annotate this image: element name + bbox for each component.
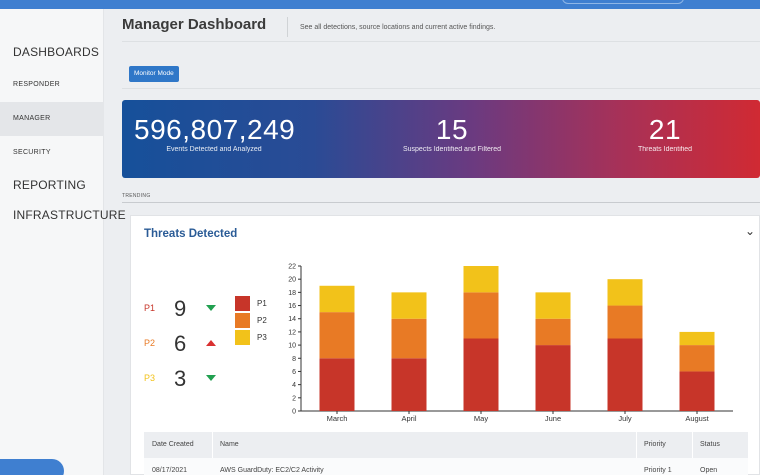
sidebar-item-reporting[interactable]: REPORTING xyxy=(13,178,86,192)
priority-count: 6 xyxy=(174,331,187,356)
x-tick-label: August xyxy=(685,414,709,423)
column-header[interactable]: Date Created xyxy=(152,441,194,448)
y-tick-label: 18 xyxy=(288,290,296,297)
monitor-mode-button[interactable]: Monitor Mode xyxy=(129,66,179,82)
bar-p3-july xyxy=(607,279,643,306)
y-tick-label: 0 xyxy=(292,409,296,416)
stat-threats: 21 Threats Identified xyxy=(590,114,740,153)
x-tick-label: April xyxy=(401,414,416,423)
divider xyxy=(122,202,760,203)
top-search-pill[interactable] xyxy=(562,0,684,4)
y-tick-label: 4 xyxy=(292,382,296,389)
bar-p2-april xyxy=(391,318,427,359)
cell-status: Open xyxy=(700,467,718,474)
main-content: Manager Dashboard See all detections, so… xyxy=(104,9,760,475)
table-row[interactable]: 08/17/2021 AWS GuardDuty: EC2/C2 Activit… xyxy=(144,458,748,475)
column-divider xyxy=(692,432,693,458)
stat-events: 596,807,249 Events Detected and Analyzed xyxy=(134,114,296,153)
bar-p3-april xyxy=(391,292,427,319)
column-header[interactable]: Status xyxy=(700,441,720,448)
y-tick-label: 10 xyxy=(288,343,296,350)
divider xyxy=(122,88,760,89)
bar-p1-april xyxy=(391,358,427,411)
x-tick-label: May xyxy=(474,414,488,423)
page-title: Manager Dashboard xyxy=(122,16,267,33)
priority-label: P3 xyxy=(144,373,156,383)
y-tick-label: 16 xyxy=(288,303,296,310)
column-header[interactable]: Name xyxy=(220,441,239,448)
bar-p1-may xyxy=(463,338,499,411)
cell-date: 08/17/2021 xyxy=(152,467,188,474)
bar-p2-august xyxy=(679,345,715,372)
y-tick-label: 12 xyxy=(288,329,296,336)
sidebar-item-manager[interactable]: MANAGER xyxy=(0,102,104,136)
bar-p3-may xyxy=(463,266,499,293)
legend-swatch-p3 xyxy=(235,330,250,345)
stat-events-label: Events Detected and Analyzed xyxy=(166,146,262,153)
y-tick-label: 2 xyxy=(292,395,296,402)
priority-count: 9 xyxy=(174,296,187,321)
y-tick-label: 6 xyxy=(292,369,296,376)
column-header[interactable]: Priority xyxy=(644,441,666,448)
bar-p3-august xyxy=(679,331,715,346)
sidebar-item-responder[interactable]: RESPONDER xyxy=(13,81,61,88)
bar-p1-july xyxy=(607,338,643,411)
stat-suspects-label: Suspects Identified and Filtered xyxy=(402,146,502,153)
column-divider xyxy=(636,432,637,458)
cell-name: AWS GuardDuty: EC2/C2 Activity xyxy=(220,467,324,474)
trend-down-icon xyxy=(206,375,216,381)
trend-down-icon xyxy=(206,305,216,311)
sidebar-item-dashboards[interactable]: DASHBOARDS xyxy=(13,45,100,59)
priority-label: P1 xyxy=(144,303,156,313)
trending-label: TRENDING xyxy=(122,193,151,199)
top-bar xyxy=(0,0,760,9)
stat-threats-label: Threats Identified xyxy=(637,146,693,153)
help-button[interactable] xyxy=(0,459,64,475)
stat-suspects: 15 Suspects Identified and Filtered xyxy=(372,114,532,153)
card-title: Threats Detected xyxy=(144,228,238,240)
bar-p2-may xyxy=(463,292,499,339)
bar-p1-august xyxy=(679,371,715,411)
y-tick-label: 20 xyxy=(288,277,296,284)
sidebar-item-infrastructure[interactable]: INFRASTRUCTURE xyxy=(13,208,126,222)
priority-label: P2 xyxy=(144,338,156,348)
legend-label: P1 xyxy=(257,299,267,308)
legend-label: P3 xyxy=(257,333,267,342)
page-subtitle: See all detections, source locations and… xyxy=(300,24,496,31)
stat-events-value: 596,807,249 xyxy=(134,114,296,145)
y-tick-label: 14 xyxy=(288,316,296,323)
x-tick-label: June xyxy=(545,414,561,423)
priority-count: 3 xyxy=(174,366,187,391)
bar-p2-june xyxy=(535,318,571,346)
bar-p2-march xyxy=(319,312,355,359)
chevron-down-icon[interactable]: ⌄ xyxy=(744,224,755,238)
legend-label: P2 xyxy=(257,316,267,325)
legend-swatch-p2 xyxy=(235,313,250,328)
divider xyxy=(122,41,760,42)
y-tick-label: 8 xyxy=(292,356,296,363)
bar-p2-july xyxy=(607,305,643,339)
title-divider xyxy=(287,17,288,37)
stat-threats-value: 21 xyxy=(648,114,682,145)
bar-p3-june xyxy=(535,292,571,319)
stats-banner: 596,807,249 Events Detected and Analyzed… xyxy=(122,100,760,178)
threats-bar-chart: 0 2 4 6 8 10 12 14 16 18 20 22 March April May June July… xyxy=(288,264,733,423)
x-tick-label: July xyxy=(618,414,632,423)
sidebar: DASHBOARDS RESPONDER MANAGER SECURITY RE… xyxy=(0,9,126,475)
x-tick-label: March xyxy=(327,414,348,423)
legend-swatch-p1 xyxy=(235,296,250,311)
y-tick-label: 22 xyxy=(288,264,296,271)
table-header: Date Created Name Priority Status xyxy=(144,432,748,458)
stat-suspects-value: 15 xyxy=(435,114,469,145)
bar-p1-june xyxy=(535,345,571,411)
cell-priority: Priority 1 xyxy=(644,467,672,474)
sidebar-item-security[interactable]: SECURITY xyxy=(13,149,51,156)
trend-up-icon xyxy=(206,340,216,346)
column-divider xyxy=(212,432,213,458)
bar-p1-march xyxy=(319,358,355,411)
threats-detected-card: Threats Detected ⌄ P1 9 P2 6 P3 3 P1 P2 … xyxy=(130,215,760,475)
bar-p3-march xyxy=(319,285,355,313)
